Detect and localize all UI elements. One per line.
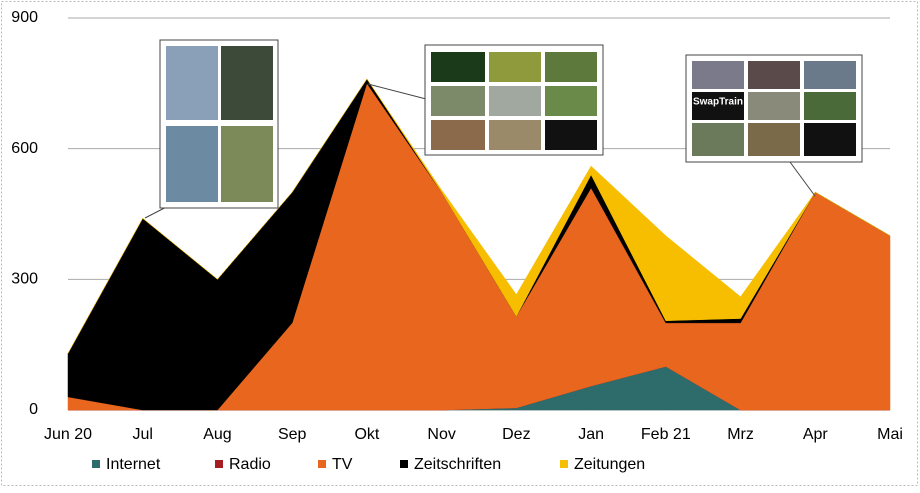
- x-tick-label: Aug: [203, 426, 231, 443]
- thumbnail: [166, 126, 218, 202]
- legend-swatch: [92, 460, 100, 468]
- thumbnail: [166, 46, 218, 120]
- thumbnail: [545, 52, 597, 82]
- thumbnail: [431, 120, 485, 150]
- y-tick-label: 0: [29, 401, 38, 418]
- x-tick-label: Dez: [502, 426, 530, 443]
- x-tick-label: Jan: [578, 426, 604, 443]
- x-tick-label: Nov: [427, 426, 455, 443]
- thumbnail: [221, 46, 273, 120]
- thumbnail: [545, 86, 597, 116]
- thumbnail-caption: SwapTrain: [693, 97, 743, 108]
- x-tick-label: Mai: [877, 426, 903, 443]
- thumbnail: [489, 86, 541, 116]
- x-tick-label: Mrz: [727, 426, 754, 443]
- thumbnail: [804, 92, 856, 120]
- chart: SwapTrain 0 300 600 900 Jun 20 Jul Aug Sep Okt No…: [0, 0, 920, 488]
- legend-label: Radio: [229, 456, 271, 473]
- x-tick-label: Okt: [354, 426, 379, 443]
- x-tick-label: Sep: [278, 426, 307, 443]
- x-tick-label: Jul: [133, 426, 153, 443]
- legend-label: TV: [332, 456, 353, 473]
- x-tick-label: Jun 20: [44, 426, 92, 443]
- thumbnail: [692, 61, 744, 89]
- legend-label: Zeitungen: [574, 456, 645, 473]
- legend-swatch: [318, 460, 326, 468]
- y-tick-label: 900: [11, 9, 38, 26]
- x-tick-label: Apr: [803, 426, 829, 443]
- thumbnail: [489, 52, 541, 82]
- thumbnail: [221, 126, 273, 202]
- thumbnail: [748, 92, 800, 120]
- legend-label: Internet: [106, 456, 161, 473]
- x-tick-label: Feb 21: [641, 426, 691, 443]
- thumbnail: [748, 61, 800, 89]
- thumbnail: [431, 86, 485, 116]
- legend-swatch: [560, 460, 568, 468]
- thumbnail: [431, 52, 485, 82]
- thumbnail: [489, 120, 541, 150]
- thumbnail: [748, 123, 800, 156]
- y-tick-label: 600: [11, 140, 38, 157]
- thumbnail: [545, 120, 597, 150]
- legend-swatch: [215, 460, 223, 468]
- y-tick-label: 300: [11, 271, 38, 288]
- legend-swatch: [400, 460, 408, 468]
- legend-label: Zeitschriften: [414, 456, 501, 473]
- thumbnail: [692, 123, 744, 156]
- thumbnail: [804, 123, 856, 156]
- thumbnail: [804, 61, 856, 89]
